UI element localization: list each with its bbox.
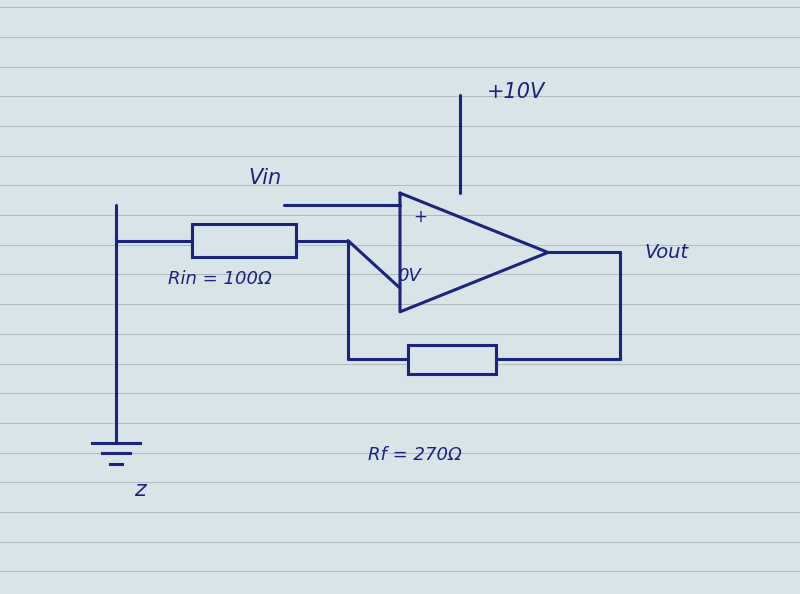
Bar (408, 345, 496, 374)
Text: z: z (134, 480, 146, 500)
Text: 0V: 0V (398, 267, 422, 285)
Text: Rin = 100Ω: Rin = 100Ω (168, 270, 272, 288)
Text: Rf = 270Ω: Rf = 270Ω (368, 446, 462, 463)
Text: +: + (413, 208, 427, 226)
Text: Vin: Vin (248, 168, 282, 188)
Text: Vout: Vout (644, 243, 688, 262)
Text: +10V: +10V (486, 82, 545, 102)
Bar (192, 224, 296, 257)
